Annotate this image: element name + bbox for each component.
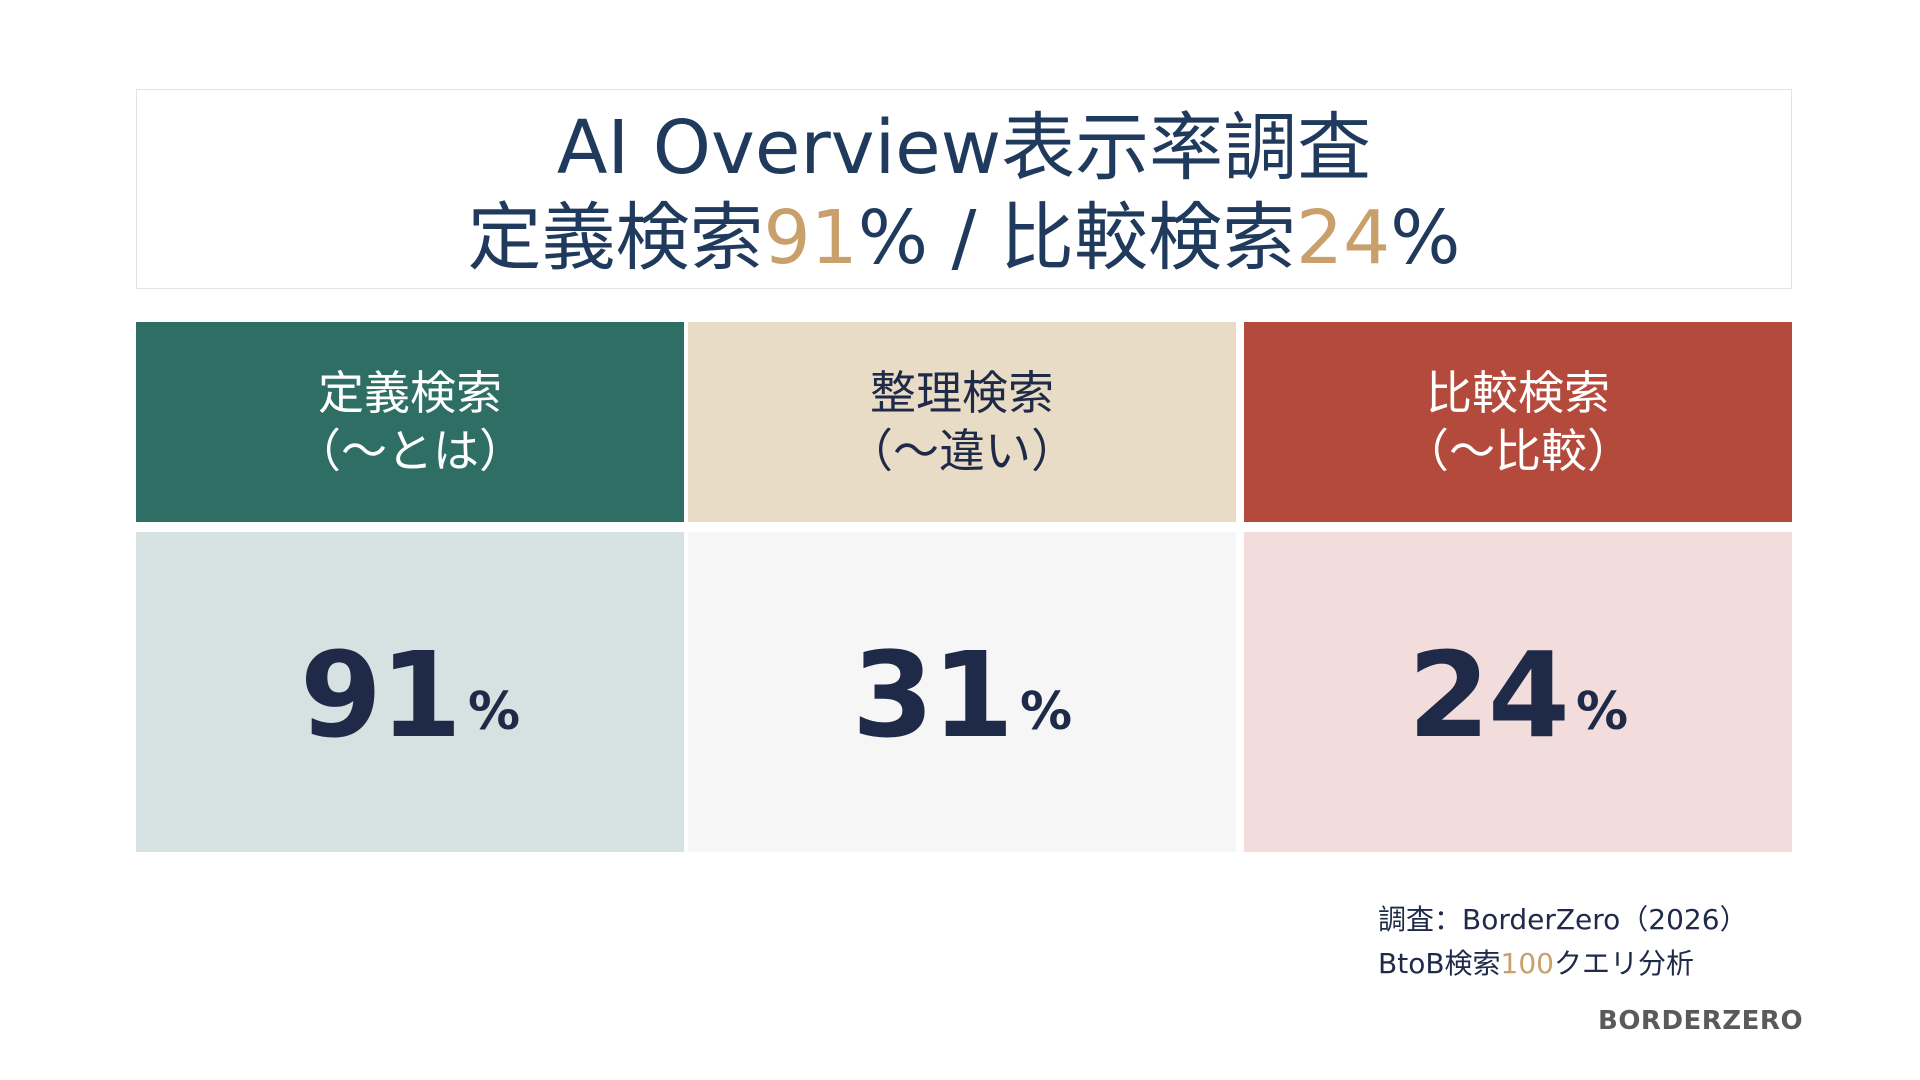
subtitle-text-3: %	[1390, 195, 1461, 281]
column-value-cell: 24%	[1244, 532, 1792, 852]
subtitle-value-comparison: 24	[1295, 195, 1391, 281]
category-sub: （〜とは）	[295, 424, 525, 478]
source-count: 100	[1500, 947, 1554, 980]
value-label: 24	[1407, 626, 1570, 764]
column-header: 比較検索 （〜比較）	[1244, 322, 1792, 522]
page-subtitle: 定義検索91% / 比較検索24%	[137, 188, 1791, 288]
source-text-2: クエリ分析	[1553, 947, 1694, 980]
column-value-cell: 91%	[136, 532, 684, 852]
column-value-cell: 31%	[688, 532, 1236, 852]
column-header: 整理検索 （〜違い）	[688, 322, 1236, 522]
unit-label: %	[468, 682, 521, 742]
subtitle-value-definition: 91	[763, 195, 858, 281]
value-label: 31	[851, 626, 1014, 764]
title-box: AI Overview表示率調査 定義検索91% / 比較検索24%	[136, 89, 1792, 289]
unit-label: %	[1576, 682, 1629, 742]
subtitle-text-1: 定義検索	[467, 195, 764, 281]
category-name: 比較検索	[1426, 366, 1610, 420]
category-name: 定義検索	[318, 366, 502, 420]
brand-logo: BORDERZERO	[1598, 1006, 1804, 1036]
value-label: 91	[299, 626, 462, 764]
page-title: AI Overview表示率調査	[556, 105, 1372, 191]
category-name: 整理検索	[870, 366, 1054, 420]
category-sub: （〜違い）	[847, 424, 1077, 478]
unit-label: %	[1020, 682, 1073, 742]
category-sub: （〜比較）	[1403, 424, 1633, 478]
column-header: 定義検索 （〜とは）	[136, 322, 684, 522]
source-line-1: 調査：BorderZero（2026）	[1378, 903, 1748, 936]
source-line-2: BtoB検索100クエリ分析	[1378, 942, 1748, 986]
source-text-1: BtoB検索	[1378, 947, 1501, 980]
subtitle-text-2: % / 比較検索	[857, 195, 1296, 281]
source-note: 調査：BorderZero（2026） BtoB検索100クエリ分析	[1378, 898, 1748, 986]
